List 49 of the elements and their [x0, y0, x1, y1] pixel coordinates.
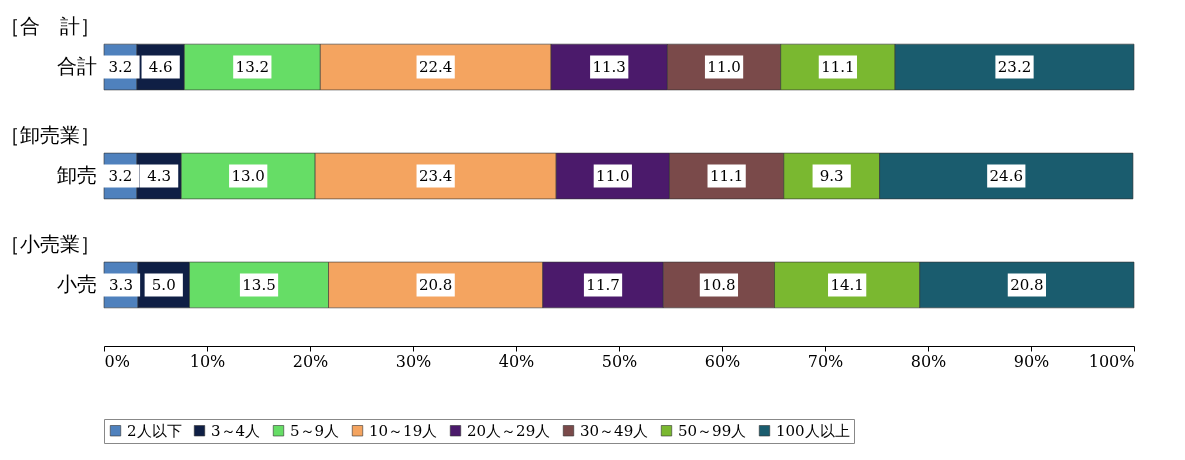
y-tick-label: 小売: [56, 271, 97, 296]
x-tick-label: 80%: [910, 351, 947, 371]
data-label: 9.3: [819, 167, 844, 185]
legend-label: 5～9人: [290, 421, 340, 440]
data-label: 23.2: [997, 58, 1032, 77]
x-tick-label: 100%: [1088, 351, 1135, 371]
data-label: 4.3: [147, 167, 172, 185]
data-label: 13.0: [231, 167, 265, 185]
x-tick-label: 40%: [498, 351, 535, 371]
data-label: 3.3: [109, 275, 133, 294]
data-label: 3.2: [108, 167, 133, 185]
x-tick-label: 30%: [395, 351, 432, 371]
legend-label: 2人以下: [127, 421, 182, 440]
x-tick-label: 90%: [1013, 351, 1050, 371]
legend-label: 20人～29人: [467, 421, 551, 440]
data-label: 22.4: [418, 58, 453, 77]
data-label: 13.2: [235, 58, 270, 77]
data-label: 11.7: [586, 275, 620, 294]
data-label: 11.0: [596, 167, 630, 185]
data-label: 4.6: [148, 58, 173, 77]
x-tick-label: 10%: [189, 351, 226, 371]
x-tick-label: 20%: [292, 351, 329, 371]
x-tick-label: 70%: [807, 351, 844, 371]
text: ［卸売業］: [0, 123, 100, 147]
data-label: 20.8: [1010, 275, 1044, 294]
legend-label: 100人以上: [776, 421, 850, 440]
data-label: 3.2: [108, 58, 133, 77]
x-tick-label: 50%: [601, 351, 638, 371]
text: ［合 計］: [0, 14, 100, 39]
legend-label: 3～4人: [211, 421, 261, 440]
data-label: 20.8: [418, 275, 453, 294]
legend-label: 30～49人: [580, 421, 649, 440]
legend-label: 50～99人: [678, 421, 747, 440]
data-label: 11.0: [707, 58, 741, 77]
x-tick-label: 0%: [104, 351, 130, 371]
data-label: 5.0: [151, 275, 176, 294]
data-label: 24.6: [989, 167, 1023, 185]
data-label: 14.1: [830, 275, 864, 294]
data-label: 13.5: [242, 275, 276, 294]
x-tick-label: 60%: [704, 351, 741, 371]
y-tick-label: 卸売: [56, 163, 97, 187]
data-label: 11.1: [821, 58, 855, 77]
data-label: 23.4: [418, 167, 453, 185]
data-label: 11.1: [709, 167, 744, 185]
legend-label: 10～19人: [369, 421, 438, 440]
text: ［小売業］: [0, 231, 100, 256]
y-tick-label: 合計: [56, 54, 97, 79]
data-label: 11.3: [592, 58, 626, 77]
data-label: 10.8: [702, 275, 736, 294]
